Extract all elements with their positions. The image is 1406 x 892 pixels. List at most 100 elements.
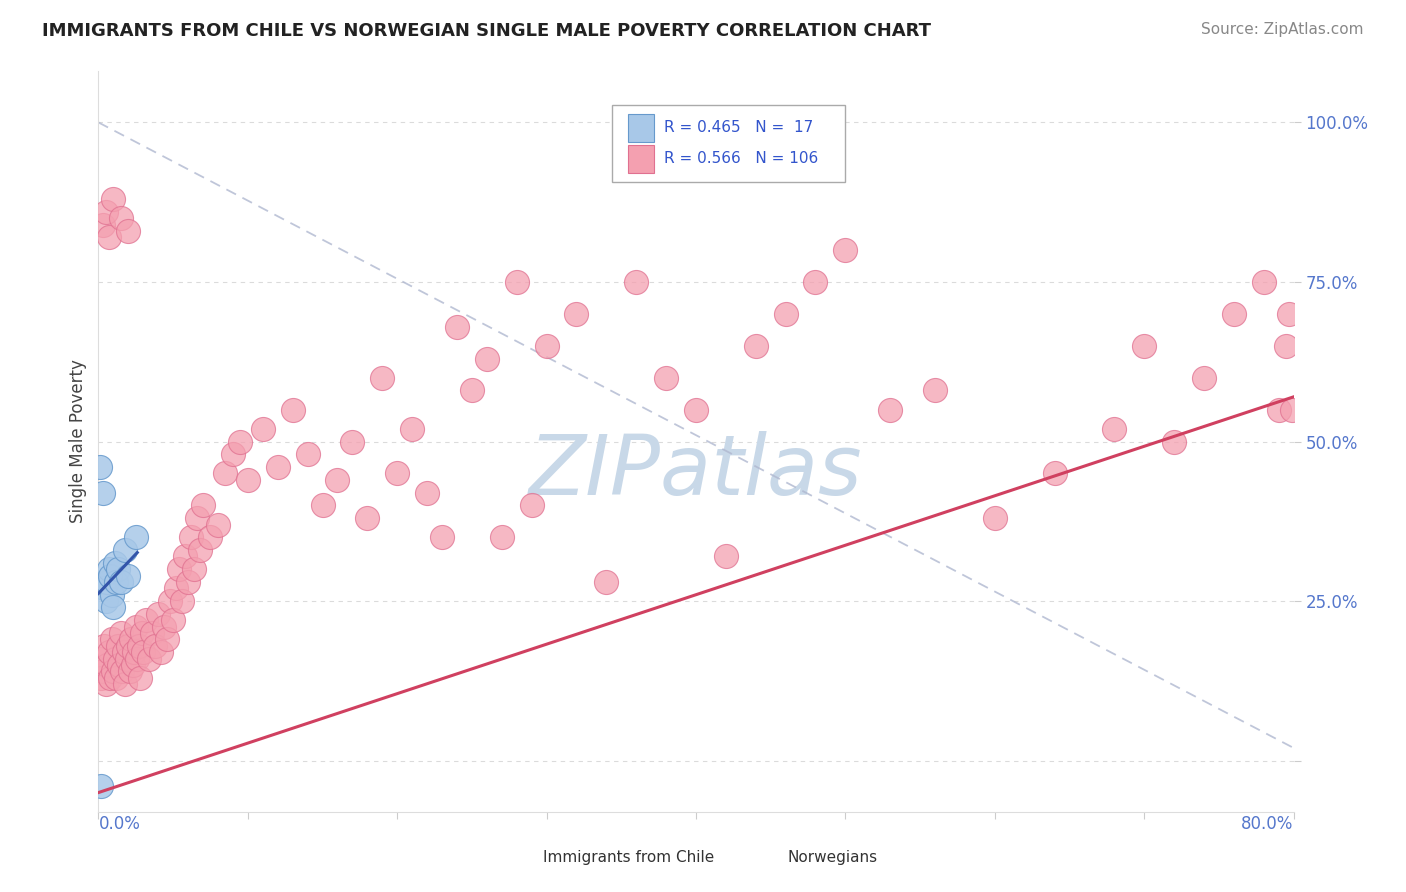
Point — [595, 574, 617, 589]
Point — [356, 511, 378, 525]
Point — [159, 594, 181, 608]
Point — [127, 651, 149, 665]
Point — [117, 568, 139, 582]
Point — [162, 613, 184, 627]
Point — [104, 651, 127, 665]
Point — [108, 657, 131, 672]
Point — [132, 645, 155, 659]
Text: IMMIGRANTS FROM CHILE VS NORWEGIAN SINGLE MALE POVERTY CORRELATION CHART: IMMIGRANTS FROM CHILE VS NORWEGIAN SINGL… — [42, 22, 931, 40]
Point — [98, 671, 122, 685]
Point — [112, 645, 135, 659]
Point — [879, 402, 901, 417]
Point — [97, 230, 120, 244]
Point — [107, 562, 129, 576]
Point — [804, 275, 827, 289]
Point — [1275, 339, 1298, 353]
Point — [924, 384, 946, 398]
Point — [186, 511, 208, 525]
Point — [121, 657, 143, 672]
Point — [167, 562, 190, 576]
Point — [93, 639, 115, 653]
Point — [156, 632, 179, 647]
Point — [94, 204, 117, 219]
Point — [96, 574, 118, 589]
Point — [416, 485, 439, 500]
Point — [110, 626, 132, 640]
Point — [110, 574, 132, 589]
Point — [326, 473, 349, 487]
Point — [153, 619, 176, 633]
Point — [745, 339, 768, 353]
Point — [172, 594, 194, 608]
Point — [117, 224, 139, 238]
Point — [128, 639, 150, 653]
Point — [775, 307, 797, 321]
Point — [371, 370, 394, 384]
Point — [94, 677, 117, 691]
Point — [124, 645, 146, 659]
Point — [143, 639, 166, 653]
Text: 80.0%: 80.0% — [1241, 815, 1294, 833]
Point — [91, 218, 114, 232]
Point — [114, 543, 136, 558]
Point — [1253, 275, 1275, 289]
Point — [236, 473, 259, 487]
Point — [131, 626, 153, 640]
Point — [1104, 422, 1126, 436]
Point — [96, 657, 118, 672]
Point — [94, 594, 117, 608]
Text: ZIPatlas: ZIPatlas — [529, 431, 863, 512]
Point — [135, 613, 157, 627]
Point — [1133, 339, 1156, 353]
Point — [110, 211, 132, 226]
Point — [1281, 402, 1303, 417]
Point — [103, 600, 125, 615]
Point — [342, 434, 364, 449]
Point — [1267, 402, 1289, 417]
Point — [385, 467, 409, 481]
Bar — [628, 145, 654, 173]
Point — [103, 665, 125, 679]
Point — [91, 485, 114, 500]
Point — [430, 530, 453, 544]
Point — [1278, 307, 1301, 321]
Point — [125, 530, 148, 544]
Point — [1192, 370, 1215, 384]
Point — [180, 530, 202, 544]
Point — [200, 530, 222, 544]
Point — [188, 543, 211, 558]
Point — [191, 499, 214, 513]
Point — [401, 422, 423, 436]
Point — [101, 588, 124, 602]
Point — [141, 626, 163, 640]
Point — [114, 677, 136, 691]
Point — [89, 651, 111, 665]
Text: R = 0.566   N = 106: R = 0.566 N = 106 — [664, 152, 818, 166]
Point — [1163, 434, 1185, 449]
Point — [311, 499, 333, 513]
Point — [565, 307, 588, 321]
Point — [491, 530, 513, 544]
FancyBboxPatch shape — [613, 104, 845, 183]
Point — [138, 651, 160, 665]
Point — [125, 619, 148, 633]
Point — [506, 275, 529, 289]
Bar — [505, 847, 531, 869]
Text: Norwegians: Norwegians — [787, 850, 879, 865]
Point — [89, 460, 111, 475]
Point — [281, 402, 304, 417]
Point — [105, 671, 128, 685]
Point — [267, 460, 290, 475]
Bar — [749, 847, 776, 869]
Bar — [628, 113, 654, 142]
Point — [91, 665, 114, 679]
Point — [103, 192, 125, 206]
Point — [90, 671, 112, 685]
Point — [183, 562, 205, 576]
Point — [98, 568, 122, 582]
Point — [446, 319, 468, 334]
Point — [148, 607, 170, 621]
Point — [536, 339, 558, 353]
Point — [222, 447, 245, 461]
Point — [685, 402, 707, 417]
